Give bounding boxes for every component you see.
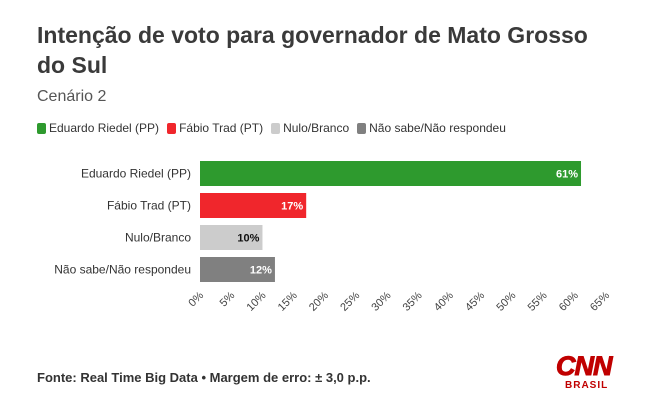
chart-subtitle: Cenário 2 [37,88,107,105]
legend-label: Não sabe/Não respondeu [369,121,506,135]
bar [200,161,582,186]
tick-label: 5% [218,289,238,309]
category-label: Nulo/Branco [125,231,191,245]
tick-label: 10% [245,289,269,313]
legend-swatch [271,122,281,134]
legend-item-nao-sabe: Não sabe/Não respondeu [357,121,506,135]
bar [200,193,307,218]
category-label: Fábio Trad (PT) [107,199,191,213]
bar-chart: Eduardo Riedel (PP) 61% Fábio Trad (PT) 17%… [54,161,612,314]
data-label: 17% [281,201,303,213]
legend: Eduardo Riedel (PP) Fábio Trad (PT) Nulo… [37,121,514,135]
bar [200,257,275,282]
legend-item-riedel: Eduardo Riedel (PP) [37,121,159,135]
tick-label: 15% [276,289,300,313]
logo-sub-text: BRASIL [565,380,609,391]
bar [200,225,263,250]
tick-label: 25% [338,289,362,313]
source-note: Fonte: Real Time Big Data • Margem de er… [37,370,371,385]
category-label: Não sabe/Não respondeu [54,263,191,277]
data-label: 10% [237,233,259,245]
legend-label: Fábio Trad (PT) [179,121,264,135]
tick-label: 30% [369,289,393,313]
tick-label: 60% [557,289,581,313]
tick-label: 55% [526,289,550,313]
tick-label: 35% [401,289,425,313]
tick-label: 0% [186,289,206,309]
legend-label: Nulo/Branco [283,121,350,135]
tick-label: 65% [588,289,612,313]
data-label: 12% [250,265,272,277]
tick-label: 20% [307,289,331,313]
legend-item-nulo-branco: Nulo/Branco [271,121,349,135]
cnn-brasil-logo: CNN BRASIL [556,352,616,396]
legend-swatch [167,122,177,134]
legend-swatch [357,122,367,134]
logo-main-text: CNN [556,351,614,381]
data-label: 61% [556,169,578,181]
tick-label: 45% [463,289,487,313]
legend-item-trad: Fábio Trad (PT) [167,121,263,135]
tick-label: 50% [494,289,518,313]
legend-swatch [37,122,46,134]
category-label: Eduardo Riedel (PP) [81,167,191,181]
legend-label: Eduardo Riedel (PP) [49,121,160,135]
tick-label: 40% [432,289,456,313]
chart-title: Intenção de voto para governador de Mato… [37,22,588,78]
